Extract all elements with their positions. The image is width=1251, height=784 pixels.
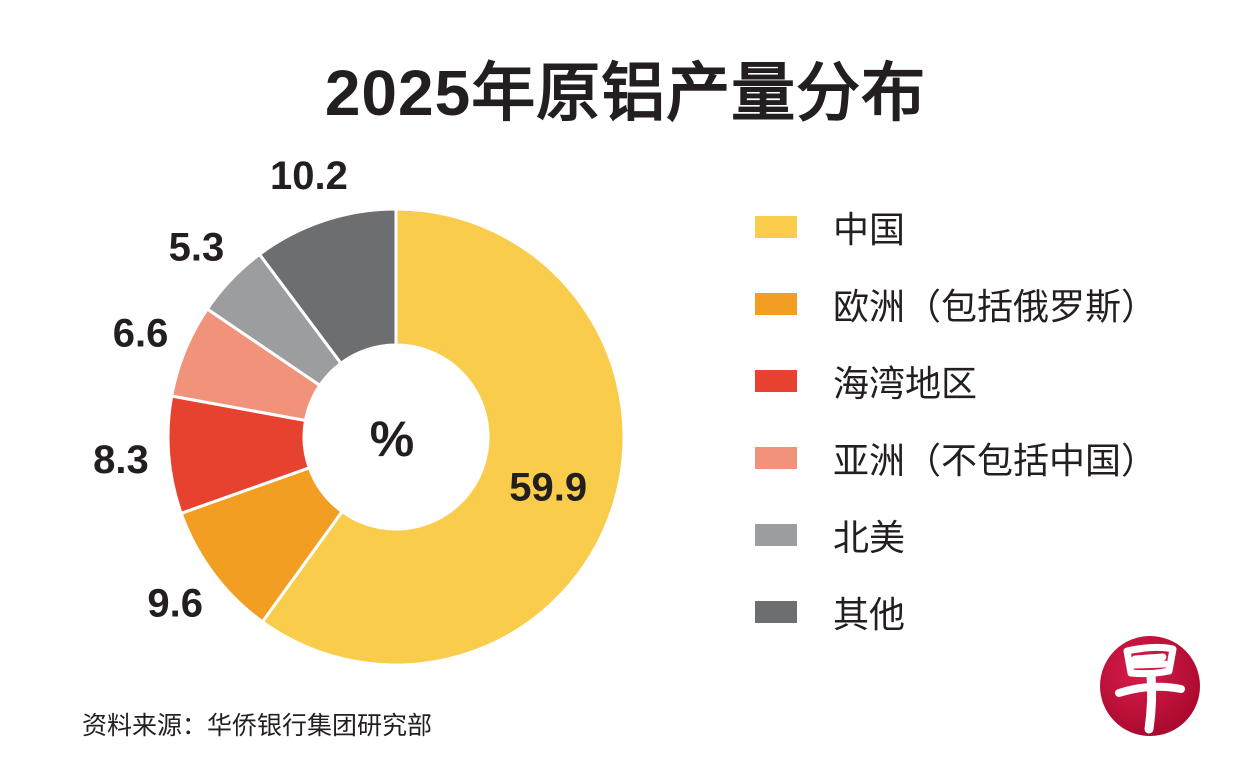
- legend-label: 其他: [833, 594, 906, 635]
- legend-item: 北美: [755, 515, 905, 558]
- data-label: 9.6: [147, 582, 203, 626]
- data-label: 8.3: [93, 438, 149, 482]
- chart-title: 2025年原铝产量分布: [324, 57, 927, 129]
- donut-slice: [257, 207, 398, 366]
- legend-swatch: [755, 524, 797, 546]
- center-label: %: [370, 411, 414, 467]
- legend-item: 其他: [755, 592, 905, 635]
- legend-swatch: [755, 216, 797, 238]
- legend-item: 海湾地区: [755, 361, 977, 404]
- zaobao-logo-icon: [1100, 636, 1200, 736]
- legend-label: 亚洲（不包括中国）: [833, 440, 1158, 481]
- legend-swatch: [755, 447, 797, 469]
- data-label: 59.9: [509, 465, 587, 509]
- legend-item: 中国: [755, 207, 905, 250]
- legend-swatch: [755, 370, 797, 392]
- legend-label: 欧洲（包括俄罗斯）: [833, 286, 1158, 327]
- data-label: 6.6: [113, 311, 169, 355]
- legend-swatch: [755, 293, 797, 315]
- legend-label: 北美: [833, 517, 906, 558]
- legend-label: 中国: [833, 209, 906, 250]
- legend-item: 亚洲（不包括中国）: [755, 438, 1157, 481]
- data-label: 5.3: [169, 225, 225, 269]
- legend-swatch: [755, 601, 797, 623]
- legend-label: 海湾地区: [833, 363, 978, 404]
- donut-slice: [260, 207, 626, 667]
- legend-item: 欧洲（包括俄罗斯）: [755, 284, 1157, 327]
- source-note: 资料来源：华侨银行集团研究部: [82, 712, 433, 740]
- data-label: 10.2: [270, 154, 348, 198]
